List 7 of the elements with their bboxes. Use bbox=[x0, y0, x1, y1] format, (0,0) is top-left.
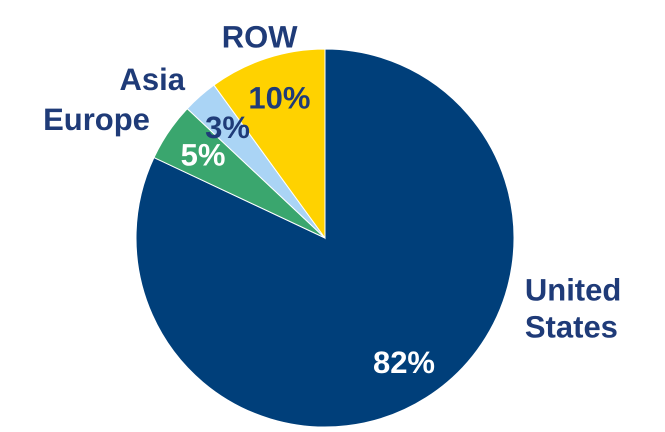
slice-label: Asia bbox=[120, 62, 186, 97]
data-label: 5% bbox=[180, 138, 226, 173]
slice-label: ROW bbox=[222, 19, 298, 54]
data-label: 82% bbox=[372, 344, 436, 380]
data-label: 10% bbox=[248, 80, 310, 116]
slice-label: Europe bbox=[43, 102, 150, 137]
slice-label: United States bbox=[524, 272, 622, 344]
